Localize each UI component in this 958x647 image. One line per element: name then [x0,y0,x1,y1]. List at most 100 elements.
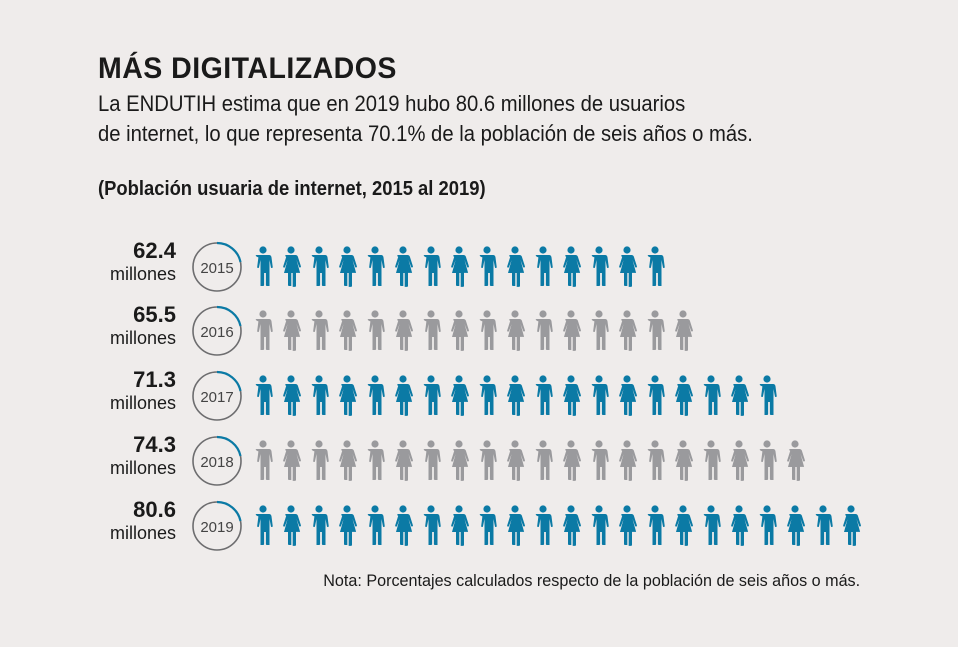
subtitle-line: La ENDUTIH estima que en 2019 hubo 80.6 … [98,91,686,116]
man-icon [815,505,833,545]
woman-icon [283,246,301,287]
man-icon [479,310,497,350]
woman-icon [731,505,749,546]
year-label: 2018 [200,454,233,471]
woman-icon [339,505,357,546]
woman-icon [451,440,469,481]
row-2016: 65.5 millones 2016 [0,301,958,361]
man-icon [367,246,385,286]
man-icon [255,375,273,415]
man-icon [647,375,665,415]
woman-icon [395,246,413,287]
man-icon [703,375,721,415]
woman-icon [619,310,637,351]
man-icon [591,375,609,415]
subtitle-line: de internet, lo que representa 70.1% de … [98,121,753,146]
woman-icon [339,375,357,416]
man-icon [311,440,329,480]
man-icon [647,505,665,545]
man-icon [591,440,609,480]
year-label: 2017 [200,389,233,406]
woman-icon [283,310,301,351]
man-icon [367,310,385,350]
footnote: Nota: Porcentajes calculados respecto de… [323,571,860,590]
man-icon [591,246,609,286]
woman-icon [451,246,469,287]
man-icon [479,375,497,415]
woman-icon [787,505,805,546]
year-ring: 2017 [192,370,242,421]
man-icon [479,246,497,286]
man-icon [535,246,553,286]
value-label: 62.4 millones [110,239,176,285]
man-icon [479,505,497,545]
man-icon [367,375,385,415]
woman-icon [731,375,749,416]
man-icon [311,246,329,286]
row-2015: 62.4 millones 2015 [0,237,958,297]
woman-icon [563,505,581,546]
woman-icon [675,505,693,546]
value-number: 71.3 [133,367,176,392]
year-label: 2015 [200,260,233,277]
value-unit: millones [109,523,176,543]
value-unit: millones [109,393,176,413]
man-icon [255,310,273,350]
value-number: 80.6 [133,497,176,522]
man-icon [703,505,721,545]
woman-icon [619,505,637,546]
value-label: 71.3 millones [110,368,176,414]
value-unit: millones [109,458,176,478]
man-icon [479,440,497,480]
value-label: 74.3 millones [110,433,176,479]
man-icon [255,440,273,480]
woman-icon [395,505,413,546]
woman-icon [507,375,525,416]
man-icon [367,440,385,480]
row-2018: 74.3 millones 2018 [0,431,958,491]
man-icon [255,246,273,286]
value-unit: millones [109,328,176,348]
man-icon [759,505,777,545]
woman-icon [563,440,581,481]
man-icon [535,375,553,415]
woman-icon [507,246,525,287]
man-icon [759,440,777,480]
man-icon [311,310,329,350]
year-label: 2016 [200,324,233,341]
man-icon [535,440,553,480]
man-icon [535,310,553,350]
man-icon [647,246,665,286]
man-icon [423,246,441,286]
woman-icon [619,246,637,287]
woman-icon [619,375,637,416]
man-icon [367,505,385,545]
woman-icon [283,440,301,481]
row-2019: 80.6 millones 2019 [0,496,958,556]
woman-icon [563,375,581,416]
woman-icon [675,440,693,481]
woman-icon [339,246,357,287]
man-icon [311,375,329,415]
woman-icon [395,375,413,416]
man-icon [591,505,609,545]
subtitle: La ENDUTIH estima que en 2019 hubo 80.6 … [98,89,753,149]
value-label: 65.5 millones [110,303,176,349]
value-number: 74.3 [133,432,176,457]
man-icon [423,505,441,545]
woman-icon [619,440,637,481]
woman-icon [339,310,357,351]
woman-icon [507,505,525,546]
woman-icon [507,310,525,351]
woman-icon [451,310,469,351]
man-icon [647,310,665,350]
woman-icon [563,310,581,351]
woman-icon [395,440,413,481]
year-ring: 2018 [192,435,242,486]
woman-icon [283,505,301,546]
year-ring: 2019 [192,500,242,551]
year-label: 2019 [200,519,233,536]
year-ring: 2016 [192,305,242,356]
year-ring: 2015 [192,241,242,292]
woman-icon [563,246,581,287]
